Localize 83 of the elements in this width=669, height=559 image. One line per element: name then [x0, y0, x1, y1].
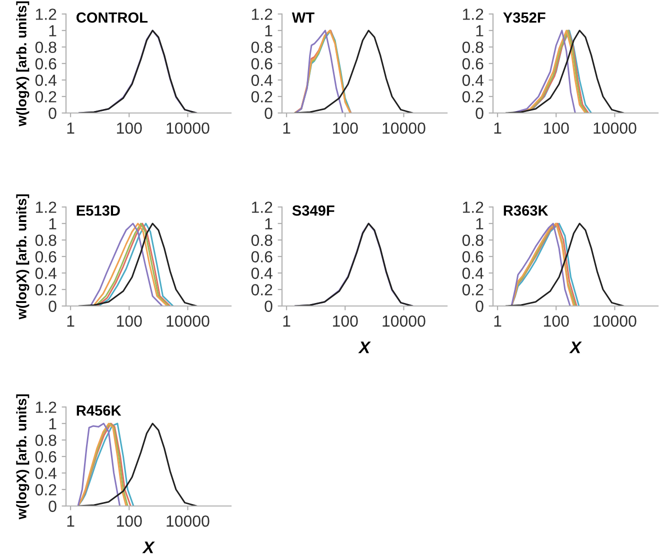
y-tick-label: 0.6 [35, 451, 56, 462]
x-tick-label: 1 [67, 516, 74, 527]
y-tick-label: 0.8 [35, 42, 56, 53]
chart-title: S349F [292, 205, 334, 216]
y-tick-label: 0.4 [462, 74, 484, 86]
x-axis-title: X [569, 342, 582, 354]
x-tick-label: 1 [283, 316, 290, 327]
y-tick-label: 0.6 [251, 58, 272, 70]
y-tick-label: 1.2 [36, 8, 56, 20]
y-tick-label: 1.2 [36, 202, 56, 213]
x-tick-label: 100 [117, 315, 142, 327]
y-axis-title: w(logX) [arb. units] [16, 1, 30, 126]
x-tick-label: 100 [333, 122, 358, 134]
y-tick-label: 1 [476, 25, 484, 36]
x-tick-label: 10000 [594, 122, 636, 134]
y-tick-label: 1 [476, 218, 484, 230]
x-axis-title: X [142, 542, 155, 554]
chart-title: CONTROL [76, 12, 148, 23]
y-tick-label: 1 [49, 418, 56, 430]
y-tick-label: 0.2 [35, 91, 56, 102]
x-tick-label: 1 [67, 122, 74, 134]
y-tick-label: 0.8 [35, 434, 56, 446]
y-tick-label: 0.6 [462, 58, 484, 70]
x-tick-label: 1 [494, 316, 502, 327]
y-tick-label: 1.2 [252, 202, 272, 213]
y-tick-label: 1 [265, 25, 272, 36]
y-tick-label: 0.2 [251, 284, 272, 296]
y-tick-label: 0.4 [251, 74, 273, 86]
y-tick-label: 0.6 [251, 251, 272, 262]
y-tick-label: 1 [265, 218, 272, 230]
y-tick-label: 0.2 [462, 284, 484, 296]
y-tick-label: 0.8 [462, 234, 484, 246]
y-tick-label: 0.4 [35, 468, 57, 479]
x-tick-label: 10000 [594, 315, 636, 327]
y-tick-label: 0 [48, 300, 56, 312]
x-tick-label: 10000 [166, 122, 210, 134]
y-tick-label: 0 [48, 500, 56, 512]
x-tick-label: 10000 [166, 515, 210, 527]
chart-title: R363K [504, 205, 548, 216]
y-tick-label: 0 [264, 300, 272, 312]
y-tick-label: 1 [49, 218, 56, 230]
x-tick-label: 1 [283, 122, 290, 134]
y-tick-label: 0.4 [35, 74, 57, 86]
x-tick-label: 100 [544, 122, 569, 134]
x-tick-label: 100 [117, 122, 142, 134]
y-tick-label: 1.2 [252, 8, 272, 20]
y-tick-label: 0.2 [251, 91, 272, 102]
x-tick-label: 10000 [382, 315, 426, 327]
y-tick-label: 0.2 [462, 91, 484, 102]
y-tick-label: 0.6 [35, 251, 56, 262]
x-tick-label: 100 [117, 515, 142, 527]
y-tick-label: 0.2 [35, 484, 56, 496]
y-tick-label: 0 [476, 108, 484, 119]
y-tick-label: 1 [49, 25, 56, 36]
x-tick-label: 10000 [166, 315, 210, 327]
y-tick-label: 1.2 [462, 202, 484, 213]
x-tick-label: 100 [544, 315, 569, 327]
y-tick-label: 0.2 [35, 284, 56, 296]
y-tick-label: 0.8 [251, 42, 272, 53]
x-axis-title: X [358, 342, 371, 354]
y-tick-label: 0 [476, 300, 484, 312]
y-tick-label: 0 [264, 108, 272, 119]
x-tick-label: 10000 [382, 122, 426, 134]
y-axis-title: w(logX) [arb. units] [16, 194, 30, 320]
chart-title: R456K [76, 405, 122, 416]
y-axis-title: w(logX) [arb. units] [16, 394, 30, 520]
y-tick-label: 0.8 [462, 42, 484, 53]
chart-title: E513D [76, 205, 120, 216]
y-tick-label: 0.6 [462, 251, 484, 262]
y-tick-label: 0 [48, 108, 56, 119]
y-tick-label: 1.2 [462, 8, 484, 20]
y-tick-label: 0.8 [35, 234, 56, 246]
chart-title: WT [292, 12, 314, 23]
x-tick-label: 1 [67, 316, 74, 327]
y-tick-label: 0.6 [35, 58, 56, 70]
x-tick-label: 100 [333, 315, 358, 327]
x-tick-label: 1 [494, 122, 502, 134]
y-tick-label: 0.4 [251, 268, 273, 279]
y-tick-label: 0.4 [462, 268, 484, 279]
chart-title: Y352F [503, 12, 546, 23]
y-tick-label: 0.8 [251, 234, 272, 246]
y-tick-label: 0.4 [35, 268, 57, 279]
y-tick-label: 1.2 [36, 402, 56, 413]
